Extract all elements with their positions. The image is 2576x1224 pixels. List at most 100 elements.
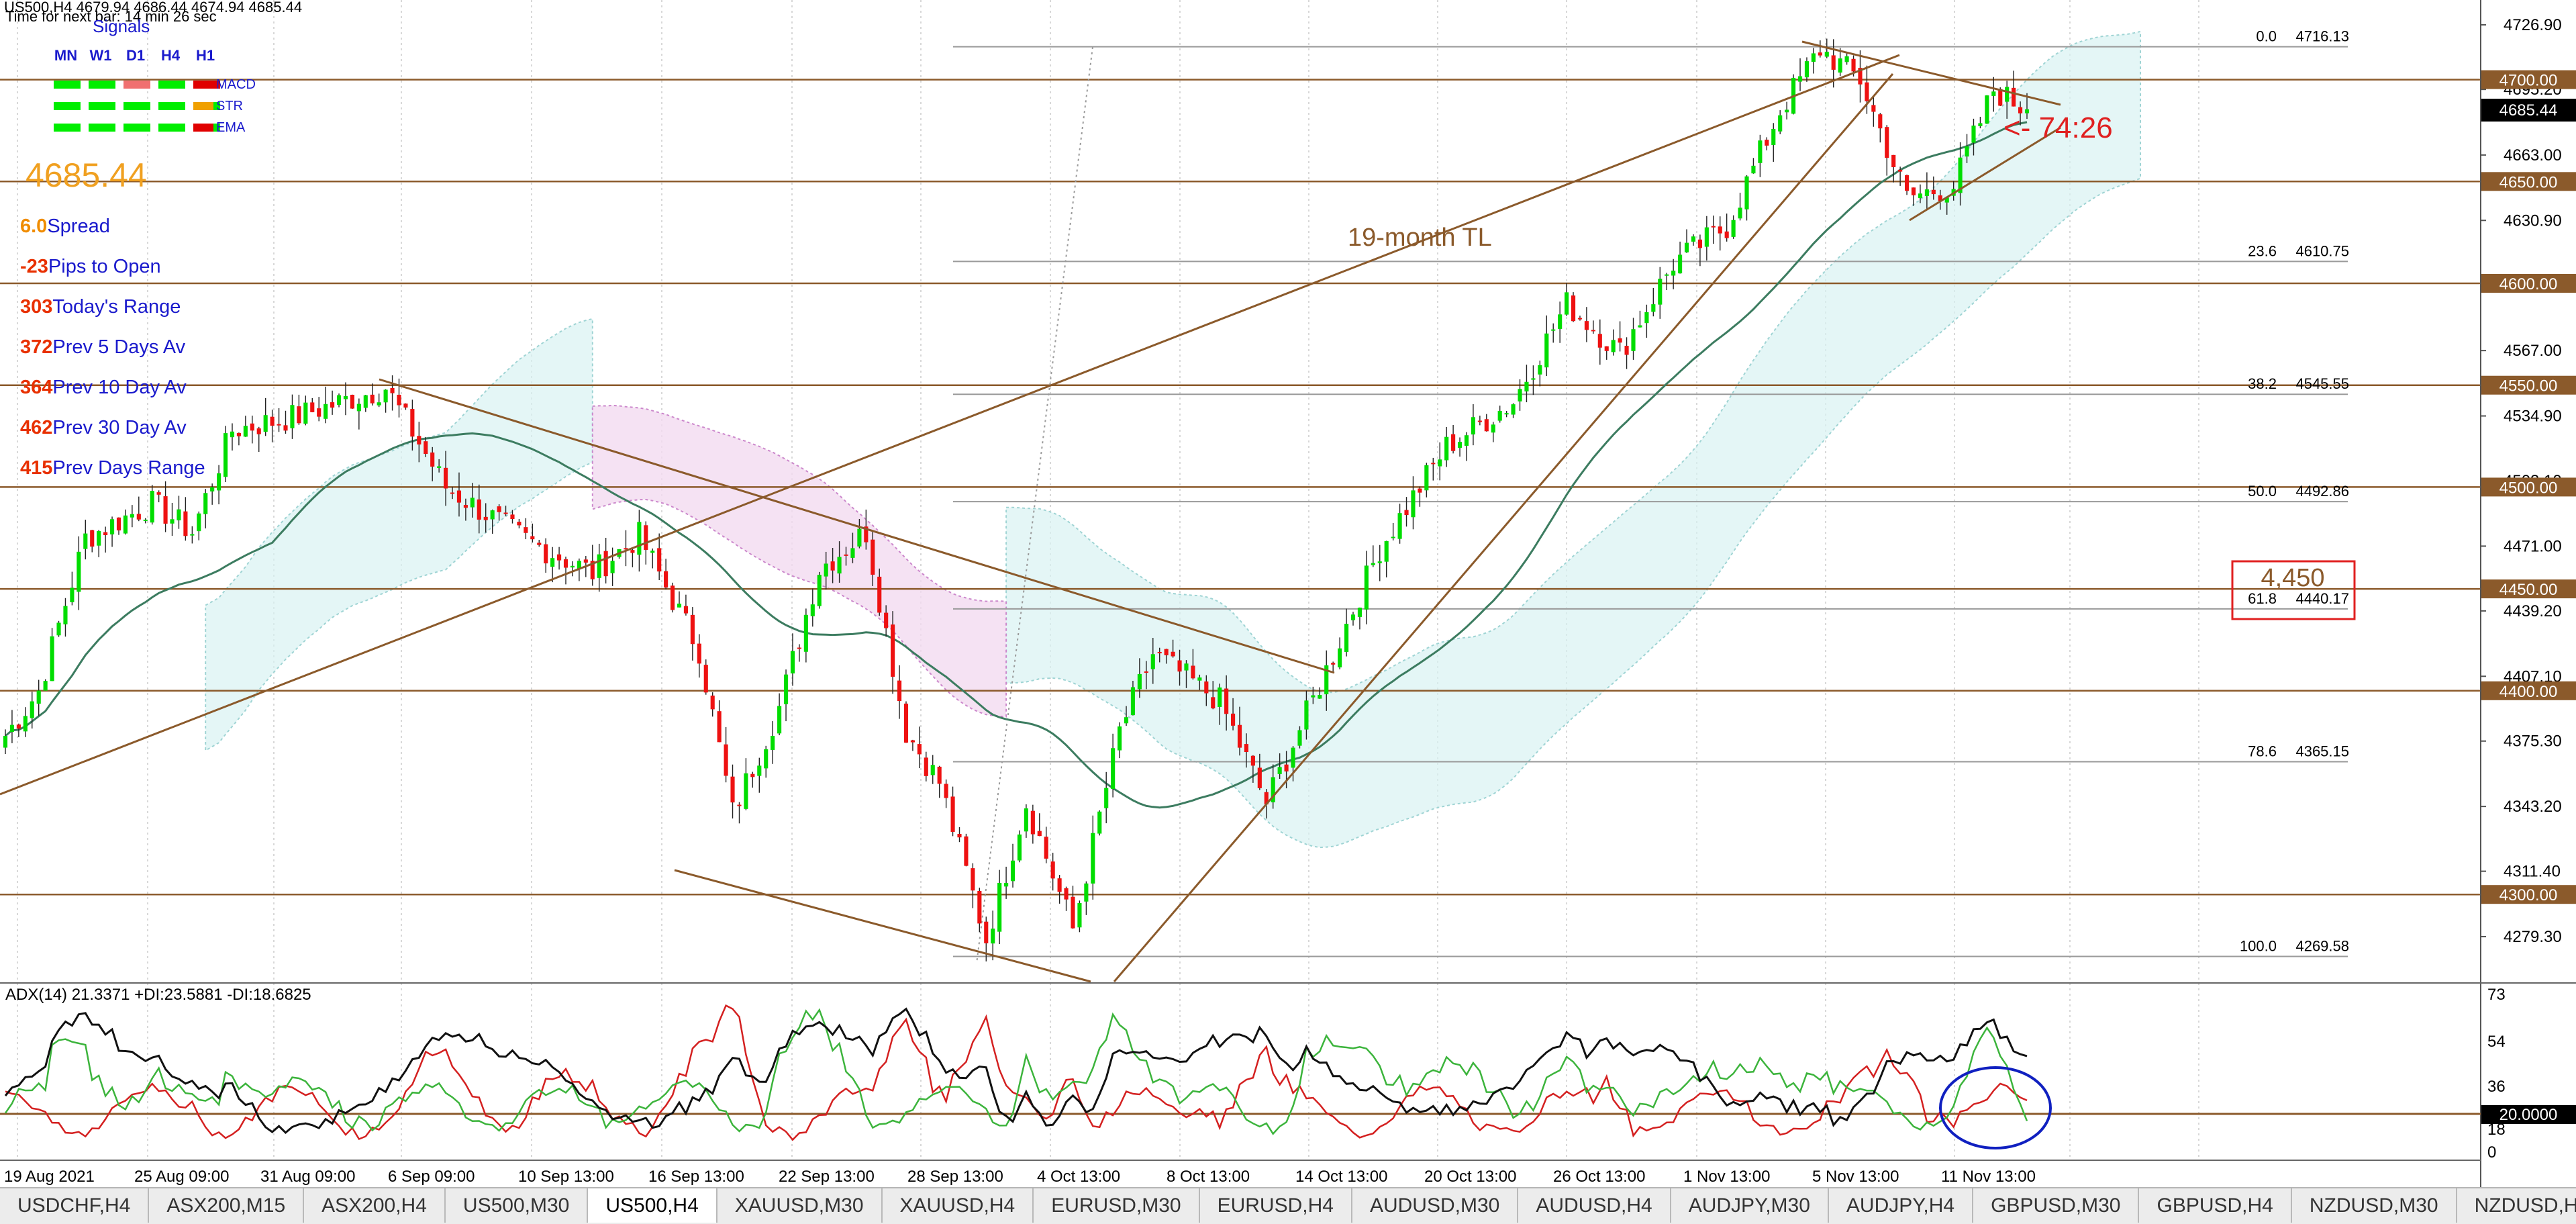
current-price-label: 4685.44 [2499, 101, 2558, 120]
candle-body [463, 505, 468, 508]
chart-tab[interactable]: ASX200,M15 [149, 1188, 305, 1223]
candle-body [437, 466, 442, 468]
x-tick-label: 11 Nov 13:00 [1941, 1168, 2036, 1186]
candle-body [1658, 279, 1663, 305]
candle-body [630, 550, 635, 553]
candle-body [1137, 673, 1142, 690]
candle-body [1558, 314, 1563, 329]
candle-body [1711, 226, 1716, 228]
candle-body [1357, 608, 1363, 617]
candle-body [750, 773, 755, 778]
candle-body [444, 467, 448, 489]
level-tag [2481, 885, 2576, 904]
candle-body [16, 724, 21, 729]
chart-tab[interactable]: GBPUSD,H4 [2139, 1188, 2292, 1223]
triangle-upper-line[interactable] [1801, 40, 2061, 106]
candle-body [1277, 767, 1282, 774]
chart-tab[interactable]: EURUSD,H4 [1200, 1188, 1352, 1223]
candle-body [1665, 274, 1669, 276]
candle-body [1958, 157, 1963, 193]
x-tick-label: 19 Aug 2021 [4, 1168, 95, 1186]
chart-tab-bar: USDCHF,H4 ASX200,M15 ASX200,H4 US500,M30 US5… [0, 1187, 2576, 1224]
signal-timeframe: H4 [161, 47, 181, 64]
candle-body [1397, 513, 1402, 539]
candle-body [1824, 52, 1829, 57]
bid-price: 4685.44 [26, 156, 147, 194]
candle-body [317, 408, 321, 417]
chart-tab[interactable]: AUDJPY,H4 [1829, 1188, 1974, 1223]
candle-body [503, 512, 508, 514]
candle-body [2018, 107, 2023, 113]
chart-tab[interactable]: US500,M30 [446, 1188, 589, 1223]
candle-body [783, 674, 789, 704]
chart-tab[interactable]: AUDUSD,M30 [1352, 1188, 1519, 1223]
y-tick-label: 4279.30 [2504, 928, 2562, 946]
candle-body [2005, 87, 2010, 102]
trendline-ascending-support[interactable] [1113, 73, 1894, 982]
candle-body [1684, 242, 1689, 252]
candle-body [944, 784, 948, 798]
chart-tab[interactable]: USDCHF,H4 [0, 1188, 150, 1223]
candle-body [336, 395, 342, 405]
candle-body [803, 614, 808, 652]
candle-body [483, 516, 488, 520]
fib-value: 4365.15 [2295, 743, 2349, 760]
chart-tab[interactable]: US500,H4 [588, 1188, 717, 1223]
trendline-19-month[interactable] [0, 54, 1900, 796]
trendline-descending-lower[interactable] [674, 869, 1091, 983]
candle-body [1291, 747, 1295, 768]
x-tick-label: 8 Oct 13:00 [1167, 1168, 1250, 1186]
candle-body [1844, 56, 1849, 62]
chart-tab[interactable]: EURUSD,M30 [1034, 1188, 1200, 1223]
signal-timeframe: D1 [126, 47, 145, 64]
candle-body [1838, 58, 1842, 73]
chart-tab[interactable]: AUDUSD,H4 [1518, 1188, 1671, 1223]
fib-ratio: 0.0 [2256, 28, 2277, 45]
candle-body [1104, 788, 1109, 808]
trendlines[interactable] [0, 40, 2061, 983]
fib-ratio: 50.0 [2248, 483, 2277, 500]
candle-body [1831, 55, 1836, 70]
candle-body [1050, 861, 1055, 879]
price-chart[interactable]: 0.0 4716.13 23.6 4610.75 38.2 4545.55 50.0 4492… [0, 0, 2576, 1187]
level-tag-label: 4600.00 [2499, 275, 2558, 293]
level-tag [2481, 274, 2576, 293]
candle-body [917, 744, 922, 755]
chart-tab[interactable]: AUDJPY,M30 [1671, 1188, 1829, 1223]
level-tag [2481, 375, 2576, 395]
candle-body [1611, 340, 1616, 352]
chart-tab[interactable]: XAUUSD,M30 [717, 1188, 883, 1223]
candle-body [424, 441, 428, 455]
chart-tab[interactable]: XAUUSD,H4 [883, 1188, 1034, 1223]
candle-body [1150, 654, 1155, 669]
chart-tab[interactable]: NZDUSD,M30 [2292, 1188, 2457, 1223]
y-tick-label: 4343.20 [2504, 798, 2562, 816]
triangle-lower-line[interactable] [1909, 126, 2061, 222]
candle-body [1584, 321, 1589, 330]
x-tick-label: 5 Nov 13:00 [1812, 1168, 1899, 1186]
signal-label: STR [216, 99, 243, 113]
chart-tab[interactable]: GBPUSD,M30 [1973, 1188, 2140, 1223]
chart-tab[interactable]: ASX200,H4 [304, 1188, 446, 1223]
candle-body [183, 511, 188, 536]
chart-tab[interactable]: NZDUSD,H4 [2457, 1188, 2576, 1223]
stat-row: 303Today's Range [20, 296, 181, 318]
candle-body [343, 395, 348, 399]
fib-value: 4716.13 [2295, 28, 2349, 45]
candle-body [370, 394, 375, 404]
candle-body [1004, 883, 1009, 887]
candle-body [524, 527, 528, 533]
candle-body [1431, 463, 1436, 465]
candle-body [777, 706, 782, 734]
candle-body [544, 544, 548, 564]
trendline-descending-upper[interactable] [379, 378, 1335, 674]
candle-body [1318, 695, 1322, 699]
countdown-label: <- 74:26 [2003, 111, 2113, 144]
candle-body [1938, 195, 1942, 201]
fib-ratio: 61.8 [2248, 590, 2277, 607]
candle-body [410, 409, 415, 437]
candle-body [190, 534, 195, 536]
candle-body [1998, 89, 2003, 106]
fibonacci-retracement: 0.0 4716.13 23.6 4610.75 38.2 4545.55 50.0 4492… [953, 28, 2349, 957]
